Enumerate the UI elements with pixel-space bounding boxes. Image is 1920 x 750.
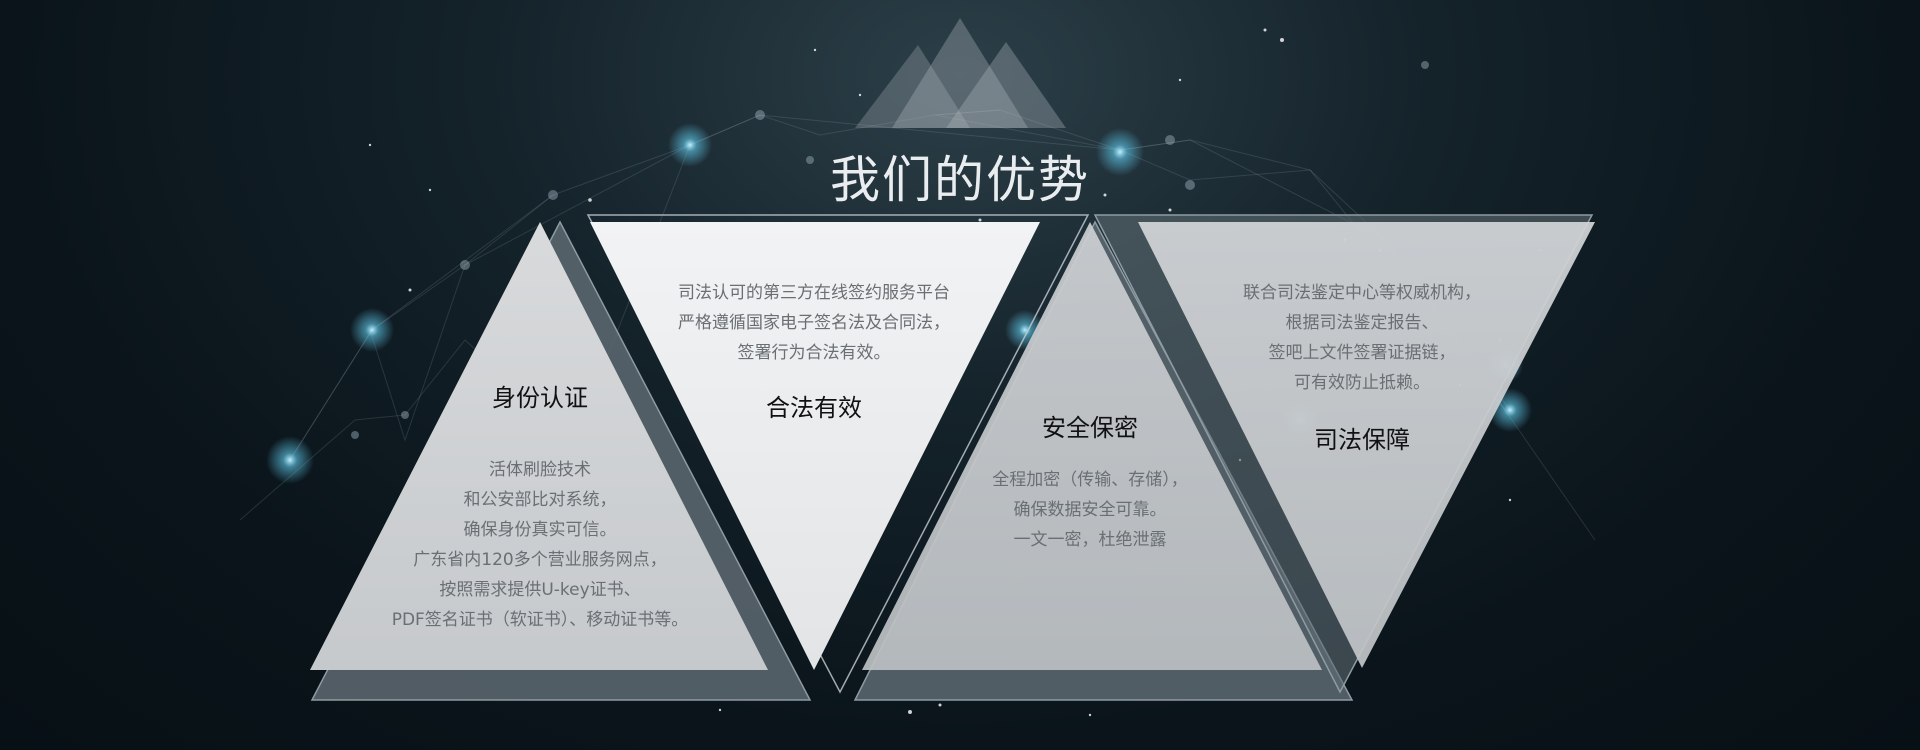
page-title: 我们的优势: [830, 151, 1090, 209]
card-description: 活体刷脸技术 和公安部比对系统， 确保身份真实可信。 广东省内120多个营业服务…: [391, 460, 689, 630]
card-security: 安全保密 全程加密（传输、存储）， 确保数据安全可靠。 一文一密，杜绝泄露: [890, 408, 1290, 555]
network-nodes: [351, 61, 1429, 439]
card-identity: 身份认证 活体刷脸技术 和公安部比对系统， 确保身份真实可信。 广东省内120多…: [340, 378, 740, 635]
card-2-triangle: [590, 222, 1040, 670]
card-judicial: 联合司法鉴定中心等权威机构， 根据司法鉴定报告、 签吧上文件签署证据链， 可有效…: [1162, 278, 1562, 455]
card-4-triangle: [1138, 222, 1595, 668]
card-description: 联合司法鉴定中心等权威机构， 根据司法鉴定报告、 签吧上文件签署证据链， 可有效…: [1243, 283, 1481, 393]
card-description: 司法认可的第三方在线签约服务平台 严格遵循国家电子签名法及合同法， 签署行为合法…: [678, 283, 950, 363]
card-1-triangle: [310, 222, 768, 670]
card-title: 司法保障: [1314, 426, 1410, 454]
card-title: 合法有效: [766, 394, 862, 422]
card-title: 安全保密: [1042, 414, 1138, 442]
card-description: 全程加密（传输、存储）， 确保数据安全可靠。 一文一密，杜绝泄露: [992, 470, 1188, 550]
card-3-triangle: [862, 222, 1322, 670]
mountain-logo-icon: [855, 18, 1066, 128]
card-title: 身份认证: [492, 384, 588, 412]
card-legal: 司法认可的第三方在线签约服务平台 严格遵循国家电子签名法及合同法， 签署行为合法…: [614, 278, 1014, 423]
